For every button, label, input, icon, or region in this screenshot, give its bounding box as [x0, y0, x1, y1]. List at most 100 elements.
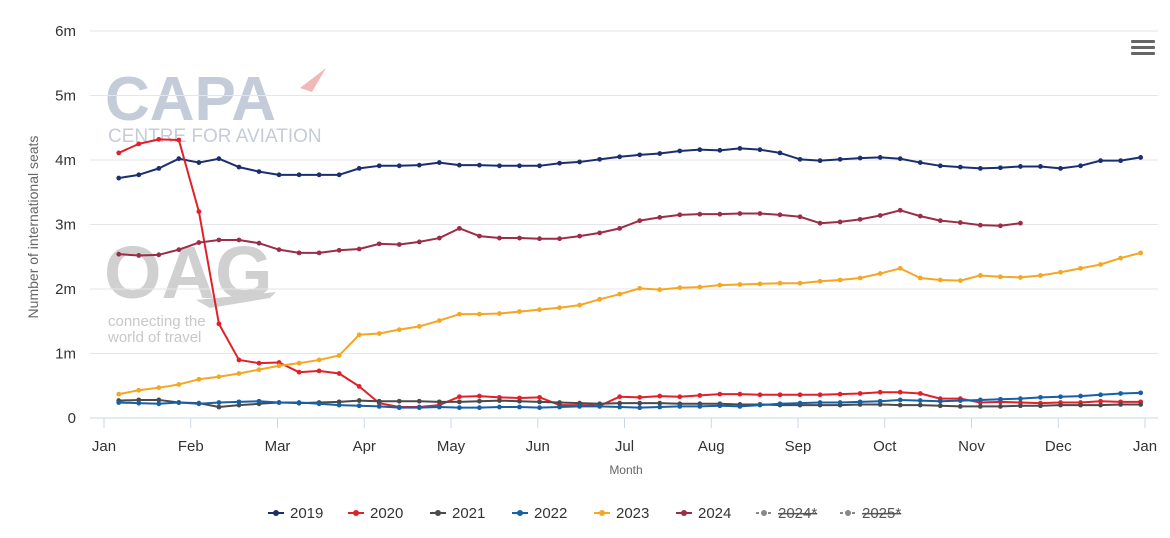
data-point	[136, 172, 142, 178]
data-point	[697, 211, 703, 217]
data-point	[517, 309, 522, 314]
data-point	[917, 391, 923, 396]
data-point	[136, 400, 142, 406]
data-point	[436, 160, 442, 165]
y-axis-title: Number of international seats	[25, 136, 41, 319]
data-point	[617, 291, 623, 297]
data-point	[196, 376, 202, 382]
data-point	[777, 280, 783, 286]
legend-label: 2019	[290, 505, 323, 522]
data-point	[1078, 402, 1083, 408]
data-point	[356, 403, 362, 409]
data-point	[957, 278, 963, 284]
data-point	[336, 172, 342, 178]
data-point	[156, 385, 162, 391]
data-point	[777, 392, 783, 398]
x-tick-label: May	[437, 438, 466, 455]
legend-item-2019[interactable]: 2019	[268, 505, 323, 522]
data-point	[356, 165, 362, 171]
data-point	[156, 136, 162, 142]
data-point	[677, 394, 683, 400]
data-point	[837, 277, 843, 283]
data-point	[597, 156, 603, 162]
legend-symbol-marker	[273, 510, 279, 516]
data-point	[196, 240, 202, 245]
data-point	[416, 405, 422, 411]
data-point	[697, 393, 703, 398]
data-point	[356, 398, 362, 403]
legend-item-2025*[interactable]: 2025*	[840, 505, 901, 522]
data-point	[757, 147, 763, 153]
legend-item-2023[interactable]: 2023	[594, 505, 649, 522]
y-tick-label: 0	[68, 410, 76, 427]
data-point	[517, 235, 522, 241]
data-point	[897, 397, 903, 403]
data-point	[156, 165, 162, 171]
data-point	[857, 155, 863, 161]
data-point	[757, 211, 763, 216]
data-point	[737, 282, 743, 287]
data-point	[597, 230, 603, 236]
y-tick-label: 2m	[55, 281, 76, 298]
data-point	[256, 240, 262, 246]
y-axis: 0 1m 2m 3m 4m 5m 6m	[55, 23, 76, 427]
data-point	[477, 233, 482, 239]
data-point	[757, 392, 763, 398]
x-tick-label: Jul	[615, 438, 634, 455]
data-point	[256, 367, 262, 373]
data-point	[1038, 403, 1043, 409]
data-point	[116, 391, 122, 397]
data-point	[717, 211, 723, 217]
data-point	[717, 282, 723, 288]
data-point	[497, 311, 502, 316]
capa-logo-swoosh-icon	[300, 68, 326, 92]
legend-item-2021[interactable]: 2021	[430, 505, 485, 522]
data-point	[857, 216, 863, 222]
data-point	[497, 404, 502, 410]
data-point	[316, 401, 322, 407]
data-point	[897, 207, 903, 213]
legend-item-2024[interactable]: 2024	[676, 505, 731, 522]
data-point	[356, 246, 362, 252]
x-tick-label: Dec	[1045, 438, 1072, 455]
capa-logo-text: CAPA	[105, 65, 276, 134]
legend-item-2022[interactable]: 2022	[512, 505, 567, 522]
data-point	[957, 220, 963, 225]
data-point	[757, 402, 763, 408]
hamburger-menu-icon-line	[1131, 46, 1155, 49]
x-axis: Jan Feb Mar Apr May Jun Jul Aug Sep Oct Nov Dec Jan	[90, 417, 1158, 455]
data-point	[657, 151, 663, 156]
legend-label: 2024*	[778, 505, 817, 522]
y-tick-label: 4m	[55, 152, 76, 169]
data-point	[276, 363, 282, 369]
data-point	[917, 160, 923, 165]
data-point	[216, 156, 222, 162]
data-point	[276, 400, 282, 405]
series-2024	[116, 207, 1023, 258]
data-point	[617, 400, 623, 406]
data-point	[717, 391, 723, 397]
data-point	[877, 271, 883, 276]
data-point	[917, 402, 923, 408]
data-point	[917, 275, 923, 281]
data-point	[456, 311, 462, 317]
oag-tagline-2: world of travel	[107, 329, 201, 346]
data-point	[1098, 392, 1103, 398]
data-point	[517, 398, 522, 404]
legend-item-2024*[interactable]: 2024*	[756, 505, 817, 522]
data-point	[997, 403, 1003, 409]
data-point	[1138, 250, 1144, 256]
data-point	[657, 215, 663, 220]
legend-item-2020[interactable]: 2020	[348, 505, 403, 522]
data-point	[977, 403, 983, 409]
x-tick-label: Jan	[92, 438, 116, 455]
data-point	[176, 156, 182, 162]
data-point	[1098, 402, 1103, 408]
data-point	[797, 156, 803, 162]
chart-menu-button[interactable]	[1131, 38, 1155, 58]
legend-label: 2020	[370, 505, 403, 522]
data-point	[256, 169, 262, 175]
data-point	[577, 302, 583, 308]
data-point	[557, 400, 562, 405]
x-tick-label: Mar	[265, 438, 291, 455]
